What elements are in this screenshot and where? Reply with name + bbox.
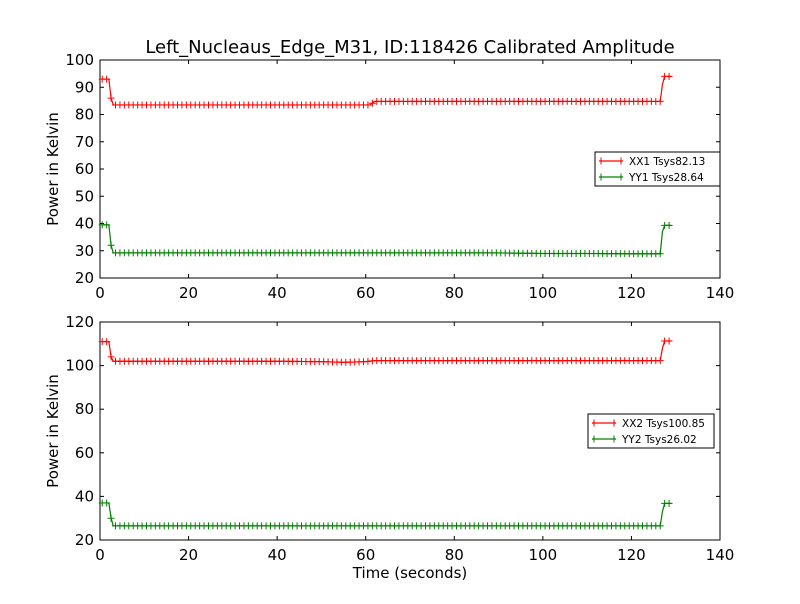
data-point-marker <box>665 221 673 229</box>
legend: XX2 Tsys100.85 YY2 Tsys26.02 <box>587 413 715 449</box>
legend-marker <box>600 173 622 181</box>
x-tick-label: 80 <box>445 546 464 564</box>
legend-label: YY2 Tsys26.02 <box>621 434 697 446</box>
x-tick-label: 120 <box>617 284 646 302</box>
y-tick-label: 100 <box>65 51 94 69</box>
data-point-marker <box>107 514 115 522</box>
data-point-marker <box>656 357 664 365</box>
x-tick-label: 40 <box>268 546 287 564</box>
x-tick-label: 80 <box>445 284 464 302</box>
x-tick-label: 120 <box>617 546 646 564</box>
x-tick-label: 140 <box>706 546 735 564</box>
y-tick-label: 90 <box>75 78 94 96</box>
legend-label: YY1 Tsys28.64 <box>628 172 704 184</box>
data-point-marker <box>656 250 664 258</box>
legend: XX1 Tsys82.13 YY1 Tsys28.64 <box>594 151 721 187</box>
legend-marker <box>593 435 615 443</box>
y-tick-label: 70 <box>75 133 94 151</box>
y-tick-label: 120 <box>65 313 94 331</box>
data-point-marker <box>665 337 673 345</box>
y-tick-label: 40 <box>75 215 94 233</box>
y-tick-label: 40 <box>75 487 94 505</box>
y-tick-label: 20 <box>75 269 94 287</box>
x-tick-label: 60 <box>356 284 375 302</box>
data-point-marker <box>364 357 372 365</box>
y-tick-label: 50 <box>75 187 94 205</box>
y-axis-label: Power in Kelvin <box>44 112 62 226</box>
data-point-marker <box>665 499 673 507</box>
legend-marker <box>600 157 622 165</box>
data-point-marker <box>107 94 115 102</box>
legend-marker <box>593 419 615 427</box>
y-axis-label: Power in Kelvin <box>44 374 62 488</box>
series-cff0000 <box>98 337 673 366</box>
y-tick-label: 60 <box>75 444 94 462</box>
data-point-marker <box>103 221 111 229</box>
y-tick-label: 80 <box>75 106 94 124</box>
x-tick-label: 100 <box>529 284 558 302</box>
data-point-marker <box>368 99 376 107</box>
plot-frame <box>99 321 721 541</box>
x-axis-label: Time (seconds) <box>352 564 468 582</box>
y-tick-label: 60 <box>75 160 94 178</box>
y-tick-label: 20 <box>75 531 94 549</box>
legend-box <box>594 151 721 187</box>
data-point-marker <box>364 101 372 109</box>
data-point-marker <box>656 522 664 530</box>
x-tick-label: 60 <box>356 546 375 564</box>
x-tick-label: 40 <box>268 284 287 302</box>
x-tick-label: 140 <box>706 284 735 302</box>
y-tick-label: 80 <box>75 400 94 418</box>
x-tick-label: 20 <box>179 284 198 302</box>
y-tick-label: 100 <box>65 357 94 375</box>
data-point-marker <box>107 353 115 361</box>
x-tick-label: 20 <box>179 546 198 564</box>
y-tick-label: 30 <box>75 242 94 260</box>
legend-label: XX2 Tsys100.85 <box>622 418 705 430</box>
data-point-marker <box>665 72 673 80</box>
x-tick-label: 0 <box>95 284 105 302</box>
data-point-marker <box>103 499 111 507</box>
data-point-marker <box>656 97 664 105</box>
x-tick-label: 100 <box>529 546 558 564</box>
x-tick-label: 0 <box>95 546 105 564</box>
data-point-marker <box>103 75 111 83</box>
legend-label: XX1 Tsys82.13 <box>629 156 705 168</box>
chart-title: Left_Nucleaus_Edge_M31, ID:118426 Calibr… <box>145 37 674 58</box>
data-point-marker <box>107 241 115 249</box>
data-point-marker <box>103 338 111 346</box>
series-cff0000 <box>98 72 673 109</box>
series-c008000 <box>98 499 673 530</box>
series-c008000 <box>98 221 673 258</box>
subplot-top: 0 20 40 60 80 100 120 1402030405060708090100Pow… <box>44 51 734 302</box>
legend-box <box>587 413 715 449</box>
